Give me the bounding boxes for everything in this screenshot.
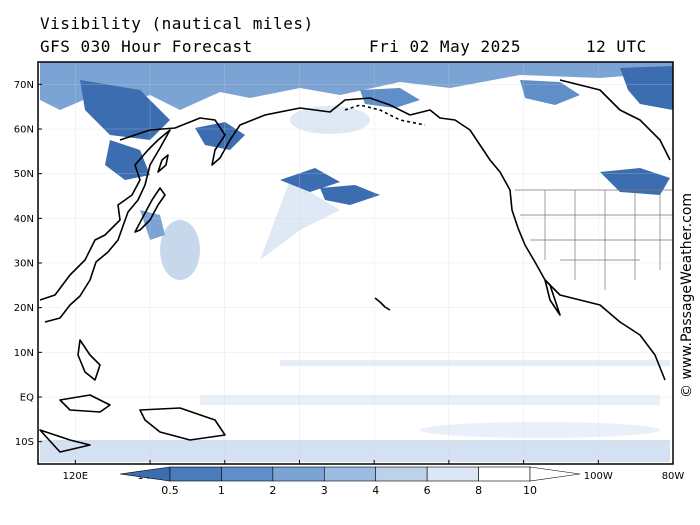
coastlines: [39, 79, 671, 453]
colorbar-label: 4: [372, 484, 379, 497]
lat-label-eq: EQ: [20, 393, 34, 404]
colorbar-right-arrow: [529, 466, 581, 482]
colorbar-label: 10: [523, 484, 537, 497]
low-visibility-areas: [40, 62, 673, 240]
map-title: Visibility (nautical miles): [40, 14, 314, 33]
lat-label-70n: 70N: [14, 80, 34, 91]
colorbar-label: 2: [269, 484, 276, 497]
forecast-date: Fri 02 May 2025: [369, 37, 521, 56]
colorbar-segment: [375, 466, 428, 482]
lon-label-120e: 120E: [63, 471, 88, 482]
colorbar-label: 6: [424, 484, 431, 497]
lat-label-10n: 10N: [14, 348, 34, 359]
colorbar-segment: [221, 466, 274, 482]
lat-label-30n: 30N: [14, 259, 34, 270]
colorbar-segment: [478, 466, 531, 482]
colorbar-label: 0.5: [161, 484, 179, 497]
colorbar: 0.5 1 2 3 4 6 8 10: [119, 466, 581, 497]
lat-label-10s: 10S: [15, 437, 34, 448]
lon-label-80w: 80W: [662, 471, 685, 482]
credit-watermark: © www.PassageWeather.com: [679, 193, 695, 398]
colorbar-segment: [323, 466, 377, 482]
colorbar-label: 3: [321, 484, 328, 497]
colorbar-label: 8: [475, 484, 482, 497]
colorbar-segment: [272, 466, 325, 482]
lon-label-100w: 100W: [584, 471, 613, 482]
lat-label-50n: 50N: [14, 169, 34, 180]
colorbar-segment: [426, 466, 479, 482]
svg-text:© www.PassageWeather.com: © www.PassageWeather.com: [679, 193, 695, 398]
political-boundaries: [515, 189, 673, 290]
lat-label-20n: 20N: [14, 303, 34, 314]
light-visibility-areas: [40, 106, 670, 462]
lat-label-60n: 60N: [14, 125, 34, 136]
forecast-time: 12 UTC: [586, 37, 647, 56]
colorbar-label: 1: [218, 484, 225, 497]
latitude-labels: 70N 60N 50N 40N 30N 20N 10N EQ 10S: [14, 80, 42, 448]
forecast-label: GFS 030 Hour Forecast: [40, 37, 253, 56]
colorbar-segment: [169, 466, 222, 482]
graticule: [38, 62, 673, 464]
lat-label-40n: 40N: [14, 214, 34, 225]
